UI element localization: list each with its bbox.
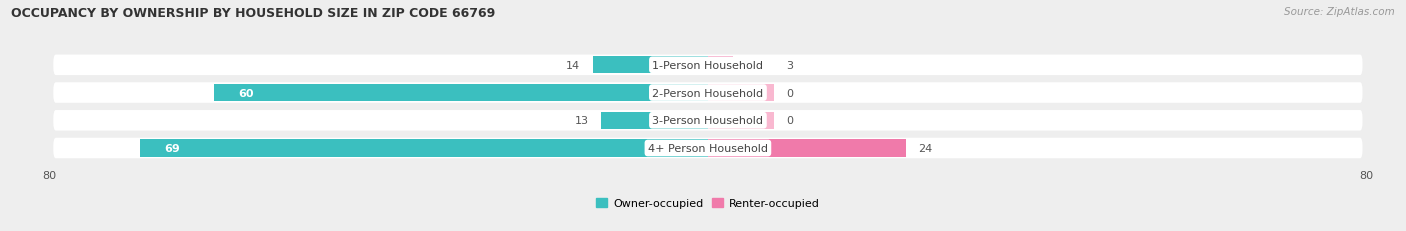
FancyBboxPatch shape — [53, 111, 1362, 131]
Text: 0: 0 — [786, 116, 793, 126]
Text: 24: 24 — [918, 143, 932, 153]
Bar — [214, 85, 709, 102]
Text: 3: 3 — [786, 61, 793, 70]
Bar — [709, 140, 905, 157]
Bar — [709, 57, 733, 74]
Text: 1-Person Household: 1-Person Household — [652, 61, 763, 70]
FancyBboxPatch shape — [53, 138, 1362, 159]
Bar — [139, 140, 709, 157]
FancyBboxPatch shape — [53, 55, 1362, 76]
Text: 14: 14 — [567, 61, 581, 70]
FancyBboxPatch shape — [53, 83, 1362, 103]
Text: 0: 0 — [786, 88, 793, 98]
Bar — [600, 112, 709, 129]
Bar — [709, 85, 773, 102]
Text: 60: 60 — [239, 88, 254, 98]
Text: 13: 13 — [575, 116, 589, 126]
Bar — [709, 112, 773, 129]
Bar — [593, 57, 709, 74]
Text: 69: 69 — [165, 143, 180, 153]
Text: 4+ Person Household: 4+ Person Household — [648, 143, 768, 153]
Legend: Owner-occupied, Renter-occupied: Owner-occupied, Renter-occupied — [592, 194, 824, 213]
Text: 2-Person Household: 2-Person Household — [652, 88, 763, 98]
Text: 3-Person Household: 3-Person Household — [652, 116, 763, 126]
Text: OCCUPANCY BY OWNERSHIP BY HOUSEHOLD SIZE IN ZIP CODE 66769: OCCUPANCY BY OWNERSHIP BY HOUSEHOLD SIZE… — [11, 7, 495, 20]
Text: Source: ZipAtlas.com: Source: ZipAtlas.com — [1284, 7, 1395, 17]
